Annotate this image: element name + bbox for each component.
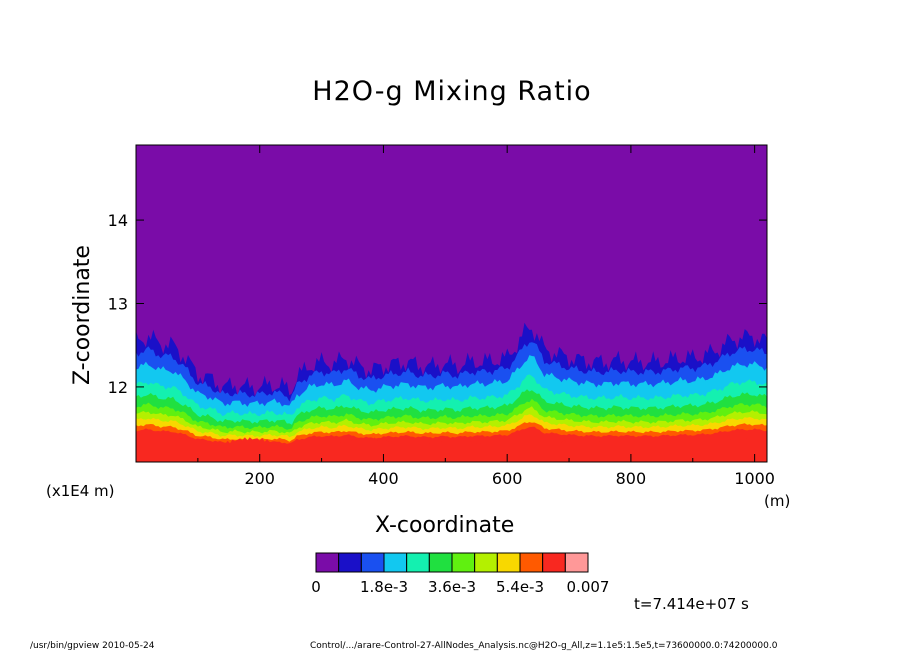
colorbar-swatch xyxy=(428,552,453,573)
colorbar: 0 1.8e-3 3.6e-3 5.4e-3 0.007 xyxy=(311,552,610,596)
surface-maximum-patch xyxy=(556,437,607,462)
time-annotation: t=7.414e+07 s xyxy=(634,595,749,613)
x-tick-label: 1000 xyxy=(734,469,775,488)
y-tick-label: 14 xyxy=(108,211,128,230)
colorbar-swatch xyxy=(406,552,430,573)
surface-maximum-patch xyxy=(340,437,396,462)
colorbar-swatch xyxy=(496,552,521,573)
colorbar-label: 3.6e-3 xyxy=(428,578,476,596)
x-tick-label: 200 xyxy=(244,469,275,488)
mixing-ratio-field xyxy=(136,145,767,462)
colorbar-label: 0.007 xyxy=(567,578,610,596)
y-axis-label: Z-coordinate xyxy=(70,245,95,385)
colorbar-swatch xyxy=(338,552,362,573)
colorbar-label: 5.4e-3 xyxy=(496,578,544,596)
y-tick-label: 12 xyxy=(108,378,128,397)
surface-maximum-patch xyxy=(711,437,761,462)
colorbar-swatch xyxy=(383,552,408,573)
x-tick-label: 800 xyxy=(616,469,647,488)
x-tick-label: 400 xyxy=(368,469,399,488)
x-axis-label: X-coordinate xyxy=(375,513,515,538)
x-tick-label: 600 xyxy=(492,469,523,488)
x-axis-unit: (m) xyxy=(764,492,791,510)
surface-maximum-patch xyxy=(222,437,279,462)
y-tick-label: 13 xyxy=(108,295,128,314)
colorbar-swatch xyxy=(315,552,340,573)
colorbar-swatch xyxy=(542,552,566,573)
colorbar-label: 1.8e-3 xyxy=(360,578,408,596)
chart-title: H2O-g Mixing Ratio xyxy=(312,76,592,107)
colorbar-swatch xyxy=(564,552,589,573)
footer-data-source: Control/.../arare-Control-27-AllNodes_An… xyxy=(310,641,778,651)
surface-maximum-patch xyxy=(426,437,483,462)
surface-maximum-patch xyxy=(160,437,211,462)
colorbar-label: 0 xyxy=(311,578,321,596)
axes: 200 400 600 800 1000 12 13 14 xyxy=(108,145,775,488)
colorbar-swatch xyxy=(474,552,498,573)
y-axis-unit: (x1E4 m) xyxy=(46,482,115,500)
colorbar-swatch xyxy=(451,552,476,573)
colorbar-swatch xyxy=(360,552,385,573)
footer-program-date: /usr/bin/gpview 2010-05-24 xyxy=(30,641,155,651)
colorbar-swatch xyxy=(519,552,544,573)
